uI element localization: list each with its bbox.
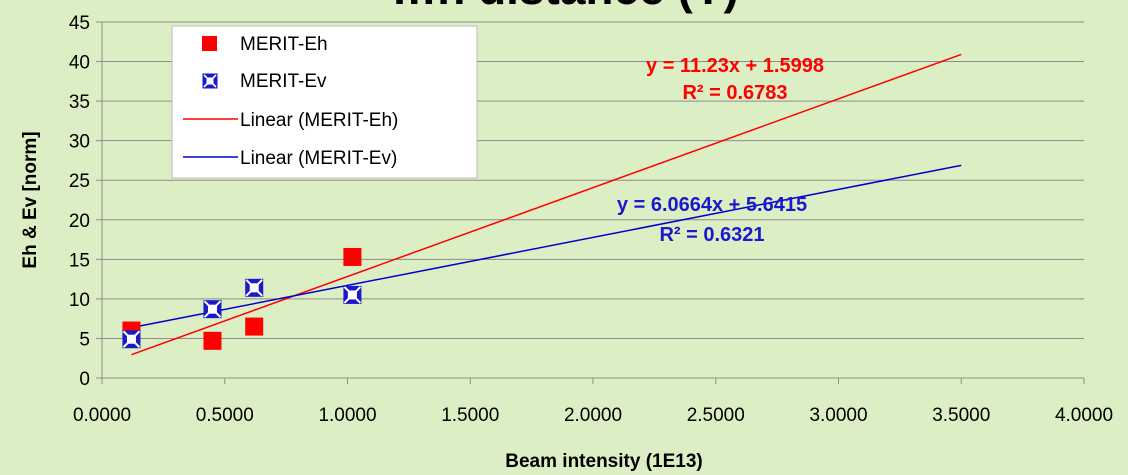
data-point-eh [203, 331, 222, 350]
data-point-eh [343, 247, 362, 266]
ev-trend-equation: y = 6.0664x + 5.6415 [617, 194, 807, 216]
x-tick-label: 2.5000 [687, 405, 745, 426]
legend-marker-eh [202, 36, 217, 51]
points-layer [122, 247, 362, 350]
x-axis-title: Beam intensity (1E13) [505, 451, 702, 472]
eh-trend-equation: y = 11.23x + 1.5998 [646, 55, 824, 77]
eh-trend-r2: R² = 0.6783 [682, 82, 787, 104]
x-tick-label: 4.0000 [1055, 405, 1113, 426]
x-tick-label: 1.0000 [318, 405, 376, 426]
y-axis-title: Eh & Ev [norm] [20, 131, 41, 268]
y-tick-label: 40 [69, 53, 90, 74]
legend-marker-ev [202, 73, 218, 89]
data-point-ev [343, 285, 362, 304]
legend-label-eh: MERIT-Eh [240, 34, 328, 55]
axes-layer: 0 5 10 15 20 25 30 35 40 45 0.0000 0.5000 1.0000 1.50… [69, 13, 1113, 426]
legend-item-eh-linear: Linear (MERIT-Eh) [183, 110, 398, 131]
legend-item-ev: MERIT-Ev [202, 71, 327, 92]
x-tick-label: 0.5000 [196, 405, 254, 426]
y-tick-label: 0 [79, 369, 90, 390]
data-point-ev [245, 278, 264, 297]
legend: MERIT-Eh MERIT-Ev Linear (MERIT-Eh) Line… [171, 25, 478, 179]
y-tick-label: 45 [69, 13, 90, 34]
legend-item-eh: MERIT-Eh [202, 34, 328, 55]
data-point-eh [245, 317, 264, 336]
ev-trend-r2: R² = 0.6321 [659, 224, 764, 246]
trendline-eh [131, 53, 962, 356]
legend-item-ev-linear: Linear (MERIT-Ev) [183, 148, 397, 169]
data-point-ev [203, 300, 222, 319]
y-tick-label: 25 [69, 171, 90, 192]
trendline-ev [131, 164, 962, 329]
legend-box [171, 25, 478, 179]
y-tick-label: 5 [79, 329, 90, 350]
legend-label-eh-linear: Linear (MERIT-Eh) [240, 110, 398, 131]
trendline-layer [131, 53, 962, 356]
x-tick-label: 1.5000 [441, 405, 499, 426]
x-tick-label: 3.5000 [932, 405, 990, 426]
y-tick-label: 20 [69, 211, 90, 232]
x-tick-label: 0.0000 [73, 405, 131, 426]
y-tick-label: 30 [69, 132, 90, 153]
x-tick-label: 3.0000 [809, 405, 867, 426]
y-tick-label: 15 [69, 250, 90, 271]
y-tick-label: 35 [69, 92, 90, 113]
chart-title: …n distance (Y) [391, 0, 739, 14]
data-point-ev [122, 330, 141, 349]
legend-label-ev: MERIT-Ev [240, 71, 327, 92]
x-tick-label: 2.0000 [564, 405, 622, 426]
legend-label-ev-linear: Linear (MERIT-Ev) [240, 148, 397, 169]
y-tick-label: 10 [69, 290, 90, 311]
